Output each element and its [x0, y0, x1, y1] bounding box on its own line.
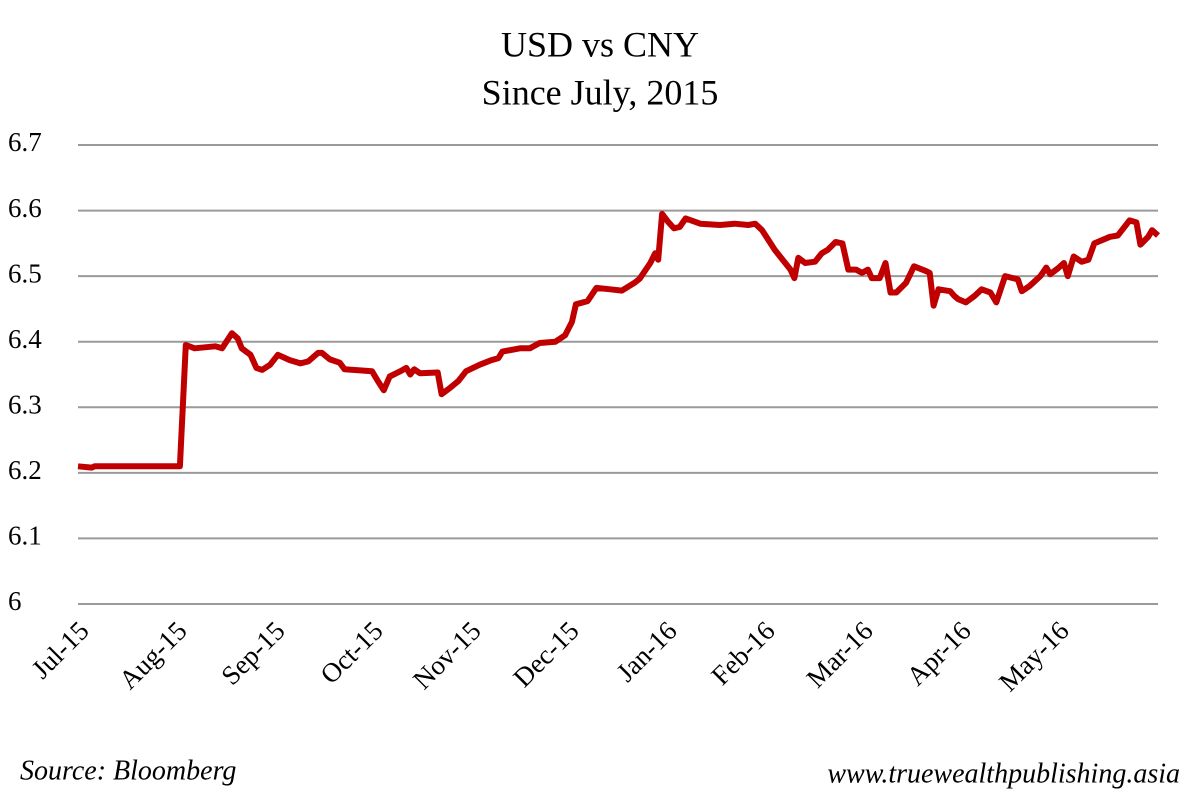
y-tick-label: 6.6	[8, 193, 42, 223]
y-tick-label: 6.7	[8, 127, 42, 157]
x-tick-label: Nov-15	[407, 615, 487, 695]
x-tick-label: Aug-15	[113, 615, 193, 695]
x-tick-label: Jul-15	[26, 615, 95, 684]
line-series	[77, 210, 1161, 471]
y-tick-label: 6.4	[8, 324, 42, 354]
y-tick-label: 6.1	[8, 521, 42, 551]
x-tick-label: Sep-15	[215, 615, 290, 690]
x-tick-label: Feb-16	[705, 615, 780, 690]
y-tick-label: 6.2	[8, 455, 42, 485]
chart-title: USD vs CNY	[501, 24, 699, 64]
x-tick-label: Apr-16	[901, 615, 977, 691]
source-note: Source: Bloomberg	[20, 755, 236, 786]
x-tick-label: Dec-15	[507, 615, 584, 692]
x-tick-label: May-16	[993, 615, 1075, 697]
chart-subtitle: Since July, 2015	[482, 72, 719, 112]
x-tick-label: Jan-16	[611, 615, 683, 687]
x-tick-label: Mar-16	[801, 615, 879, 693]
y-tick-label: 6.5	[8, 258, 42, 288]
y-tick-label: 6	[8, 586, 22, 616]
y-tick-label: 6.3	[8, 389, 42, 419]
x-tick-label: Oct-15	[314, 615, 388, 689]
website-note: www.truewealthpublishing.asia	[827, 758, 1180, 789]
